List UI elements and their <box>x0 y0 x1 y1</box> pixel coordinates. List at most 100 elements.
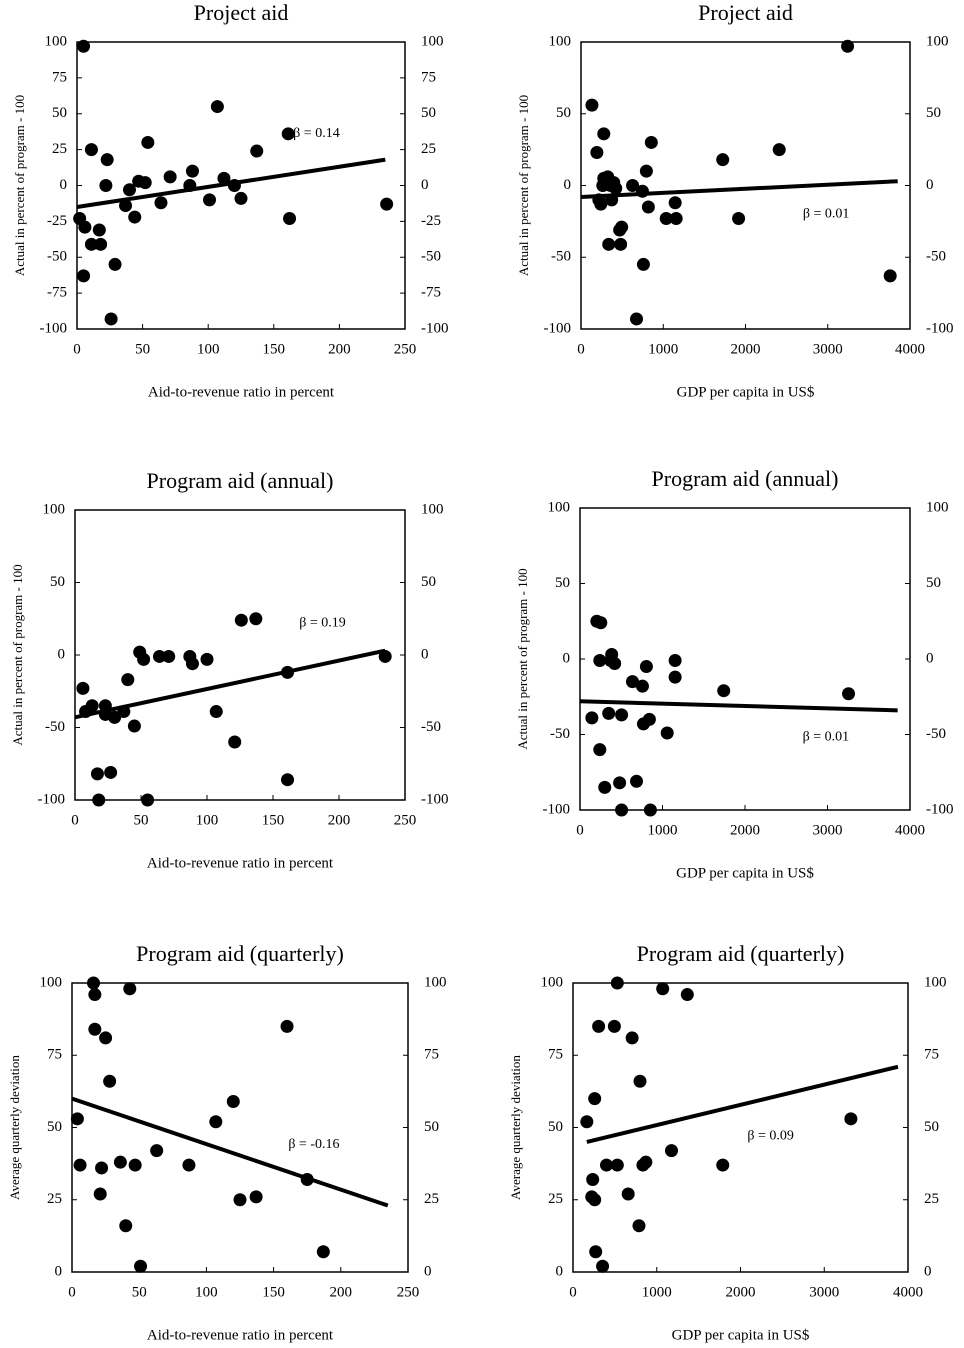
point <box>128 1158 142 1172</box>
x-tick-label: 50 <box>132 1284 147 1300</box>
point <box>234 191 248 205</box>
y-tick-label: 0 <box>564 177 572 193</box>
point <box>625 675 639 689</box>
point <box>668 670 682 684</box>
x-tick-label: 2000 <box>730 822 760 838</box>
y-tick-label: 0 <box>556 1263 564 1279</box>
beta-annotation: β = 0.14 <box>293 126 340 141</box>
x-tick-label: 2000 <box>726 1284 756 1300</box>
y-tick-label: 25 <box>52 141 67 157</box>
y2-tick-label: 0 <box>924 1263 932 1279</box>
point <box>234 613 248 627</box>
point <box>182 1158 196 1172</box>
x-tick-label: 4000 <box>895 341 925 357</box>
point <box>152 649 166 663</box>
point <box>99 179 113 192</box>
point <box>641 200 655 214</box>
y-tick-label: -100 <box>40 320 68 336</box>
point <box>642 712 656 726</box>
beta-annotation: β = 0.09 <box>747 1128 794 1143</box>
point <box>598 780 612 794</box>
y2-tick-label: 100 <box>421 501 444 517</box>
point <box>659 212 673 226</box>
point <box>88 1022 102 1036</box>
point <box>281 773 295 787</box>
chart-title: Program aid (quarterly) <box>637 941 845 966</box>
y2-tick-label: 0 <box>421 177 429 193</box>
point <box>281 127 295 141</box>
x-tick-label: 250 <box>394 812 417 828</box>
x-tick-label: 150 <box>262 1284 285 1300</box>
point <box>121 673 135 687</box>
y2-tick-label: 0 <box>926 650 934 666</box>
point <box>84 143 98 157</box>
point <box>610 976 624 990</box>
x-tick-label: 150 <box>262 812 285 828</box>
point <box>92 223 106 237</box>
y-tick-label: 100 <box>548 499 571 515</box>
y-tick-label: 100 <box>541 974 564 990</box>
point <box>137 652 151 666</box>
y-axis-label: Average quarterly deviation <box>7 1055 22 1200</box>
point <box>380 197 394 211</box>
trend-line <box>586 1064 899 1144</box>
x-tick-label: 4000 <box>895 822 925 838</box>
point <box>154 196 168 210</box>
y-tick-label: 50 <box>47 1119 62 1135</box>
y2-tick-label: 25 <box>424 1191 439 1207</box>
point <box>163 170 177 184</box>
point <box>615 708 629 722</box>
point <box>249 1190 263 1204</box>
point <box>233 1193 247 1207</box>
point <box>632 1219 646 1233</box>
y-tick-label: -100 <box>544 320 572 336</box>
point <box>626 179 640 192</box>
point <box>668 196 682 210</box>
point <box>610 1158 624 1172</box>
y-tick-label: -50 <box>551 249 571 265</box>
point <box>669 212 683 226</box>
x-axis-label: Aid-to-revenue ratio in percent <box>148 384 335 400</box>
point <box>250 144 264 158</box>
point <box>625 1031 639 1045</box>
y2-tick-label: -100 <box>926 801 954 817</box>
point <box>73 1158 87 1172</box>
y-tick-label: 25 <box>548 1191 563 1207</box>
y2-tick-label: -50 <box>926 249 946 265</box>
point <box>119 1219 133 1233</box>
chart-title: Program aid (annual) <box>652 466 839 491</box>
point <box>280 1019 294 1033</box>
point <box>660 726 674 740</box>
y-axis-label: Actual in percent of program - 100 <box>10 564 25 745</box>
x-tick-label: 3000 <box>809 1284 839 1300</box>
point <box>108 710 122 724</box>
y-tick-label: 75 <box>52 69 67 85</box>
y2-tick-label: 50 <box>424 1119 439 1135</box>
point <box>607 1019 621 1033</box>
y-tick-label: -50 <box>45 719 65 735</box>
x-tick-label: 2000 <box>731 341 761 357</box>
point <box>94 237 108 251</box>
point <box>92 793 106 807</box>
y-axis-label: Actual in percent of program - 100 <box>515 568 530 749</box>
y2-tick-label: -50 <box>421 249 441 265</box>
point <box>602 237 616 251</box>
point <box>600 1158 613 1172</box>
point <box>594 197 608 211</box>
y-tick-label: 25 <box>47 1191 62 1207</box>
x-axis-label: Aid-to-revenue ratio in percent <box>147 855 334 871</box>
point <box>87 976 101 990</box>
point <box>100 153 114 167</box>
y2-tick-label: 100 <box>424 974 447 990</box>
x-tick-label: 0 <box>576 822 584 838</box>
point <box>123 982 137 996</box>
point <box>119 199 133 213</box>
trend-line <box>76 157 386 210</box>
y2-tick-label: 100 <box>926 33 949 49</box>
y2-tick-label: 50 <box>421 105 436 121</box>
y2-tick-label: -50 <box>421 719 441 735</box>
beta-annotation: β = 0.01 <box>803 730 850 745</box>
x-tick-label: 100 <box>196 812 219 828</box>
point <box>113 1155 127 1169</box>
point <box>226 1094 240 1108</box>
